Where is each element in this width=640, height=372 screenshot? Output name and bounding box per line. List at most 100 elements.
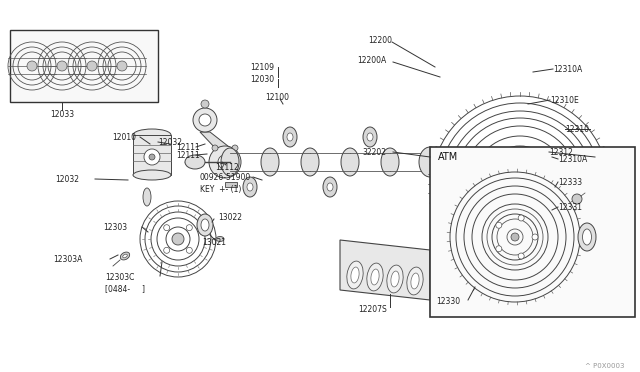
Circle shape — [496, 246, 502, 252]
Ellipse shape — [411, 273, 419, 289]
Circle shape — [218, 155, 232, 169]
Ellipse shape — [197, 214, 213, 236]
Ellipse shape — [201, 219, 209, 231]
Circle shape — [572, 194, 582, 204]
Text: 12010: 12010 — [112, 132, 136, 141]
Circle shape — [201, 100, 209, 108]
Ellipse shape — [578, 223, 596, 251]
Ellipse shape — [221, 148, 239, 176]
Ellipse shape — [363, 127, 377, 147]
Circle shape — [164, 225, 170, 231]
Text: 12303A: 12303A — [53, 254, 83, 263]
Ellipse shape — [407, 267, 423, 295]
Text: 12310E: 12310E — [550, 96, 579, 105]
Ellipse shape — [287, 133, 293, 141]
Circle shape — [532, 234, 538, 240]
Text: 32202: 32202 — [362, 148, 386, 157]
Circle shape — [518, 253, 524, 259]
Circle shape — [199, 114, 211, 126]
Bar — [133, 135, 171, 175]
Circle shape — [232, 145, 238, 151]
Text: 12207S: 12207S — [358, 305, 387, 314]
Circle shape — [517, 203, 523, 209]
Text: ATM: ATM — [438, 152, 458, 162]
Ellipse shape — [243, 177, 257, 197]
Circle shape — [186, 225, 192, 231]
Circle shape — [172, 233, 184, 245]
Text: 12030: 12030 — [250, 74, 274, 83]
Circle shape — [498, 192, 504, 198]
Polygon shape — [340, 240, 430, 300]
Text: 00926-51900: 00926-51900 — [200, 173, 252, 182]
Text: 12310A: 12310A — [558, 154, 588, 164]
Text: 12310A: 12310A — [553, 64, 582, 74]
Circle shape — [518, 215, 524, 221]
Bar — [10, 30, 158, 102]
Ellipse shape — [371, 269, 379, 285]
Ellipse shape — [133, 129, 171, 141]
Ellipse shape — [247, 183, 253, 191]
Text: 12109: 12109 — [250, 62, 274, 71]
Text: 12310: 12310 — [565, 125, 589, 134]
Circle shape — [511, 233, 519, 241]
Circle shape — [496, 222, 502, 228]
Circle shape — [117, 61, 127, 71]
Text: 12033: 12033 — [50, 109, 74, 119]
Ellipse shape — [351, 267, 359, 283]
Circle shape — [149, 154, 155, 160]
Circle shape — [212, 145, 218, 151]
Circle shape — [498, 170, 504, 176]
Ellipse shape — [341, 148, 359, 176]
Text: 12200: 12200 — [368, 35, 392, 45]
Ellipse shape — [582, 229, 591, 245]
Ellipse shape — [347, 261, 363, 289]
Text: 12333: 12333 — [558, 177, 582, 186]
Ellipse shape — [387, 265, 403, 293]
Text: 12032: 12032 — [158, 138, 182, 147]
Text: 12111: 12111 — [176, 142, 200, 151]
Text: 12303C: 12303C — [105, 273, 134, 282]
Polygon shape — [200, 132, 233, 150]
Ellipse shape — [143, 188, 151, 206]
Bar — [225, 182, 237, 187]
Circle shape — [144, 149, 160, 165]
Ellipse shape — [367, 263, 383, 291]
Text: 12312: 12312 — [549, 148, 573, 157]
Ellipse shape — [123, 254, 127, 258]
Circle shape — [517, 159, 523, 165]
Circle shape — [536, 192, 542, 198]
Text: KEY  +- (1): KEY +- (1) — [200, 185, 241, 193]
Ellipse shape — [133, 170, 171, 180]
Text: ^ P0X0003: ^ P0X0003 — [586, 363, 625, 369]
Bar — [430, 147, 635, 317]
Ellipse shape — [327, 183, 333, 191]
Circle shape — [209, 146, 241, 178]
Text: 12100: 12100 — [265, 93, 289, 102]
Circle shape — [193, 108, 217, 132]
Text: 12200A: 12200A — [357, 55, 387, 64]
Circle shape — [164, 247, 170, 253]
Ellipse shape — [120, 252, 130, 260]
Text: 13022: 13022 — [218, 212, 242, 221]
Text: 12112: 12112 — [215, 163, 239, 171]
Circle shape — [57, 61, 67, 71]
Ellipse shape — [261, 148, 279, 176]
Text: 12032: 12032 — [55, 174, 79, 183]
Circle shape — [87, 61, 97, 71]
Ellipse shape — [301, 148, 319, 176]
Ellipse shape — [367, 133, 373, 141]
Text: [0484-     ]: [0484- ] — [105, 285, 145, 294]
Ellipse shape — [323, 177, 337, 197]
Ellipse shape — [381, 148, 399, 176]
Ellipse shape — [421, 148, 439, 176]
Text: 13021: 13021 — [202, 237, 226, 247]
Ellipse shape — [283, 127, 297, 147]
Text: 12331: 12331 — [558, 202, 582, 212]
Circle shape — [186, 247, 192, 253]
Text: 12303: 12303 — [103, 222, 127, 231]
Ellipse shape — [391, 271, 399, 287]
Ellipse shape — [185, 155, 205, 169]
Circle shape — [536, 170, 542, 176]
Text: 12111: 12111 — [176, 151, 200, 160]
Text: 12330: 12330 — [436, 298, 460, 307]
